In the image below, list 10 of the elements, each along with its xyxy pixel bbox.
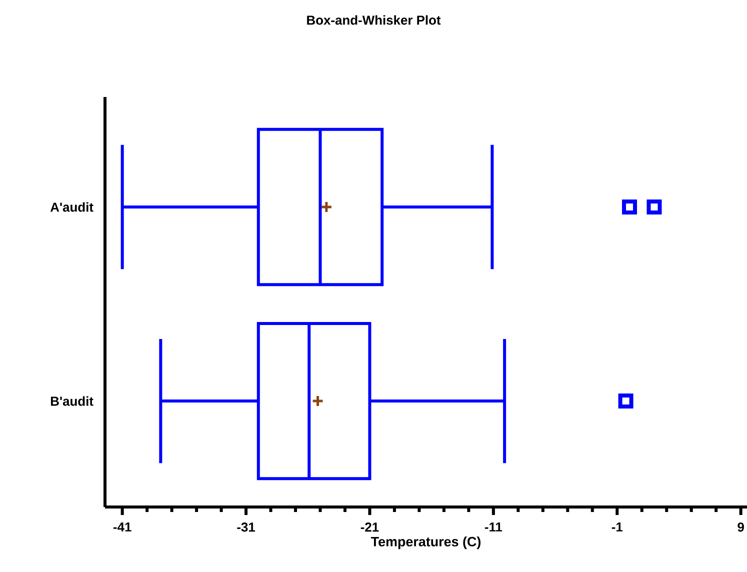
x-axis-title: Temperatures (C) — [370, 536, 480, 550]
x-tick-label: -21 — [360, 522, 379, 532]
x-tick-label: 9 — [738, 522, 744, 532]
y-tick-label: B'audit — [50, 396, 94, 406]
x-tick-label: -41 — [113, 522, 132, 532]
chart-title: Box-and-Whisker Plot — [307, 15, 441, 25]
x-tick-label: -11 — [484, 522, 502, 532]
y-tick-label: A'audit — [50, 202, 94, 212]
x-tick-label: -31 — [237, 522, 256, 532]
x-tick-label: -1 — [612, 522, 623, 532]
